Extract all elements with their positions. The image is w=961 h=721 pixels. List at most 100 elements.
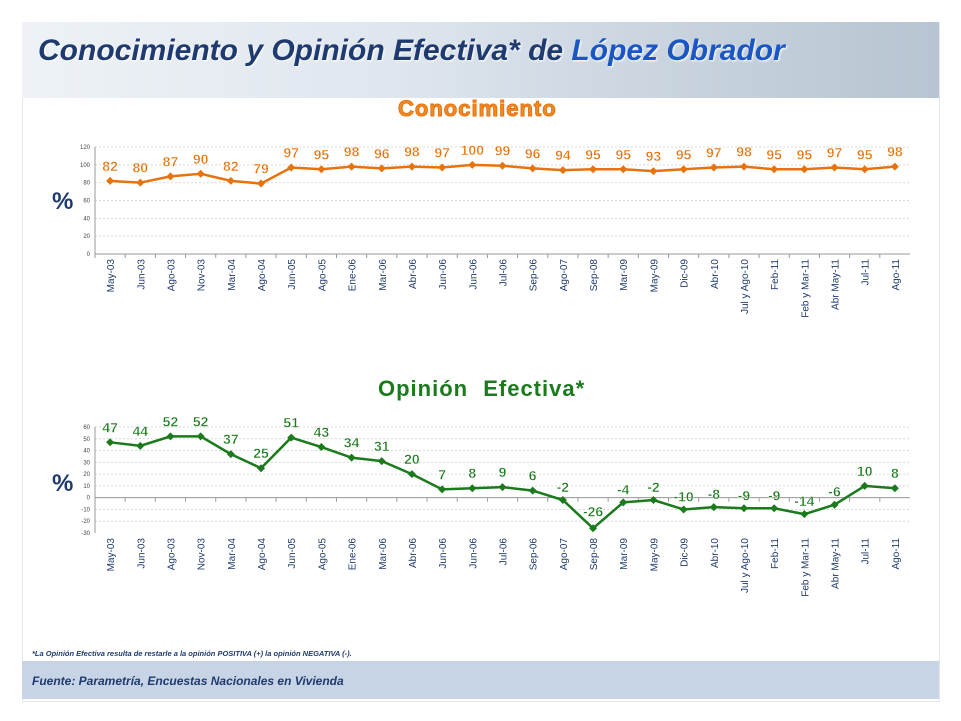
- opinion-data-label: -10: [673, 488, 693, 504]
- opinion-data-point: [739, 504, 748, 513]
- conocimiento-data-point: [679, 165, 688, 174]
- slide-frame: [22, 22, 940, 702]
- opinion-data-point: [106, 438, 115, 447]
- x-tick-label: Jun-03: [136, 538, 147, 569]
- x-tick-label: Ago-03: [166, 538, 177, 571]
- x-tick-label: Ago-11: [891, 538, 902, 570]
- y-tick-label: 0: [87, 252, 91, 258]
- opinion-data-point: [226, 450, 235, 459]
- conocimiento-data-point: [196, 169, 205, 178]
- x-tick-label: Sep-08: [589, 259, 600, 292]
- y-tick-label: -30: [81, 531, 90, 537]
- opinion-data-point: [528, 486, 537, 495]
- x-tick-label: Abr May-11: [831, 538, 842, 589]
- opinion-data-label: 47: [102, 419, 118, 435]
- x-tick-label: Ene-06: [348, 259, 359, 292]
- y-tick-label: 30: [83, 460, 90, 466]
- conocimiento-data-label: 98: [736, 144, 752, 160]
- opinion-data-label: 10: [857, 463, 873, 479]
- conocimiento-data-point: [468, 160, 477, 169]
- x-tick-label: Dic-09: [680, 259, 691, 288]
- x-tick-label: Jun-06: [468, 259, 479, 290]
- conocimiento-data-label: 97: [283, 145, 299, 161]
- x-tick-label: Ago-07: [559, 538, 570, 571]
- conocimiento-data-label: 97: [434, 145, 450, 161]
- opinion-data-label: -2: [647, 479, 660, 495]
- opinion-data-point: [890, 484, 899, 493]
- y-tick-label: 0: [87, 496, 91, 502]
- opinion-data-point: [498, 483, 507, 492]
- conocimiento-data-point: [800, 165, 809, 174]
- conocimiento-data-point: [739, 162, 748, 171]
- opinion-data-label: 8: [891, 465, 899, 481]
- opinion-data-point: [196, 432, 205, 441]
- conocimiento-data-label: 95: [314, 146, 330, 162]
- x-tick-label: Jun-05: [287, 259, 298, 290]
- opinion-data-point: [438, 485, 447, 494]
- x-tick-label: May-09: [649, 259, 660, 293]
- x-tick-label: Jun-06: [438, 259, 449, 290]
- conocimiento-data-label: 80: [132, 160, 148, 176]
- y-tick-label: 80: [83, 181, 90, 187]
- x-tick-label: Jun-05: [287, 538, 298, 569]
- conocimiento-data-label: 95: [615, 146, 631, 162]
- conocimiento-data-label: 82: [223, 158, 239, 174]
- opinion-data-label: 52: [193, 413, 209, 429]
- conocimiento-data-point: [528, 164, 537, 173]
- conocimiento-data-label: 82: [102, 158, 118, 174]
- opinion-data-point: [679, 505, 688, 514]
- opinion-data-point: [619, 498, 628, 507]
- conocimiento-data-point: [770, 165, 779, 174]
- opinion-data-point: [287, 433, 296, 442]
- x-tick-label: Jul-11: [861, 259, 872, 286]
- opinion-data-label: 8: [468, 465, 476, 481]
- conocimiento-data-label: 96: [374, 145, 390, 161]
- conocimiento-data-label: 95: [857, 146, 873, 162]
- conocimiento-data-point: [166, 172, 175, 181]
- opinion-data-point: [709, 503, 718, 512]
- conocimiento-data-label: 90: [193, 151, 209, 167]
- y-tick-label: 60: [83, 425, 90, 431]
- opinion-data-point: [770, 504, 779, 513]
- conocimiento-data-point: [287, 163, 296, 172]
- x-tick-label: Abr-10: [710, 259, 721, 289]
- conocimiento-data-point: [558, 166, 567, 175]
- conocimiento-data-point: [317, 165, 326, 174]
- opinion-data-label: 34: [344, 435, 360, 451]
- conocimiento-data-label: 95: [585, 146, 601, 162]
- footnote: *La Opinión Efectiva resulta de restarle…: [32, 649, 352, 658]
- opinion-data-label: 43: [314, 424, 330, 440]
- conocimiento-data-label: 93: [646, 148, 662, 164]
- conocimiento-data-point: [377, 164, 386, 173]
- conocimiento-data-point: [709, 163, 718, 172]
- opinion-data-point: [860, 481, 869, 490]
- x-tick-label: Ago-05: [317, 538, 328, 571]
- opinion-data-label: 51: [283, 415, 299, 431]
- conocimiento-data-point: [589, 165, 598, 174]
- y-tick-label: 120: [80, 145, 91, 151]
- title-name: López Obrador: [571, 34, 785, 67]
- conocimiento-data-label: 79: [253, 161, 269, 177]
- y-tick-label: 100: [80, 163, 91, 169]
- x-tick-label: Ago-04: [257, 259, 268, 292]
- x-tick-label: Feb-11: [770, 538, 781, 569]
- x-tick-label: May-03: [106, 538, 117, 572]
- x-tick-label: Abr-06: [408, 538, 419, 568]
- conocimiento-data-point: [136, 178, 145, 187]
- x-tick-label: Dic-09: [680, 538, 691, 567]
- conocimiento-data-point: [226, 176, 235, 185]
- x-tick-label: May-09: [649, 538, 660, 572]
- y-tick-label: -20: [81, 519, 90, 525]
- opinion-data-label: 52: [163, 413, 179, 429]
- opinion-data-label: -8: [708, 486, 721, 502]
- conocimiento-data-point: [619, 165, 628, 174]
- opinion-data-point: [166, 432, 175, 441]
- x-tick-label: Jun-06: [468, 538, 479, 569]
- x-tick-label: Mar-06: [378, 538, 389, 570]
- x-tick-label: Jun-03: [136, 259, 147, 290]
- x-tick-label: Jul y Ago-10: [740, 538, 751, 593]
- x-tick-label: Ago-07: [559, 259, 570, 292]
- y-tick-label: 40: [83, 216, 90, 222]
- chart-title-opinion: Opinión Efectiva*: [378, 376, 586, 401]
- opinion-data-label: 44: [132, 423, 148, 439]
